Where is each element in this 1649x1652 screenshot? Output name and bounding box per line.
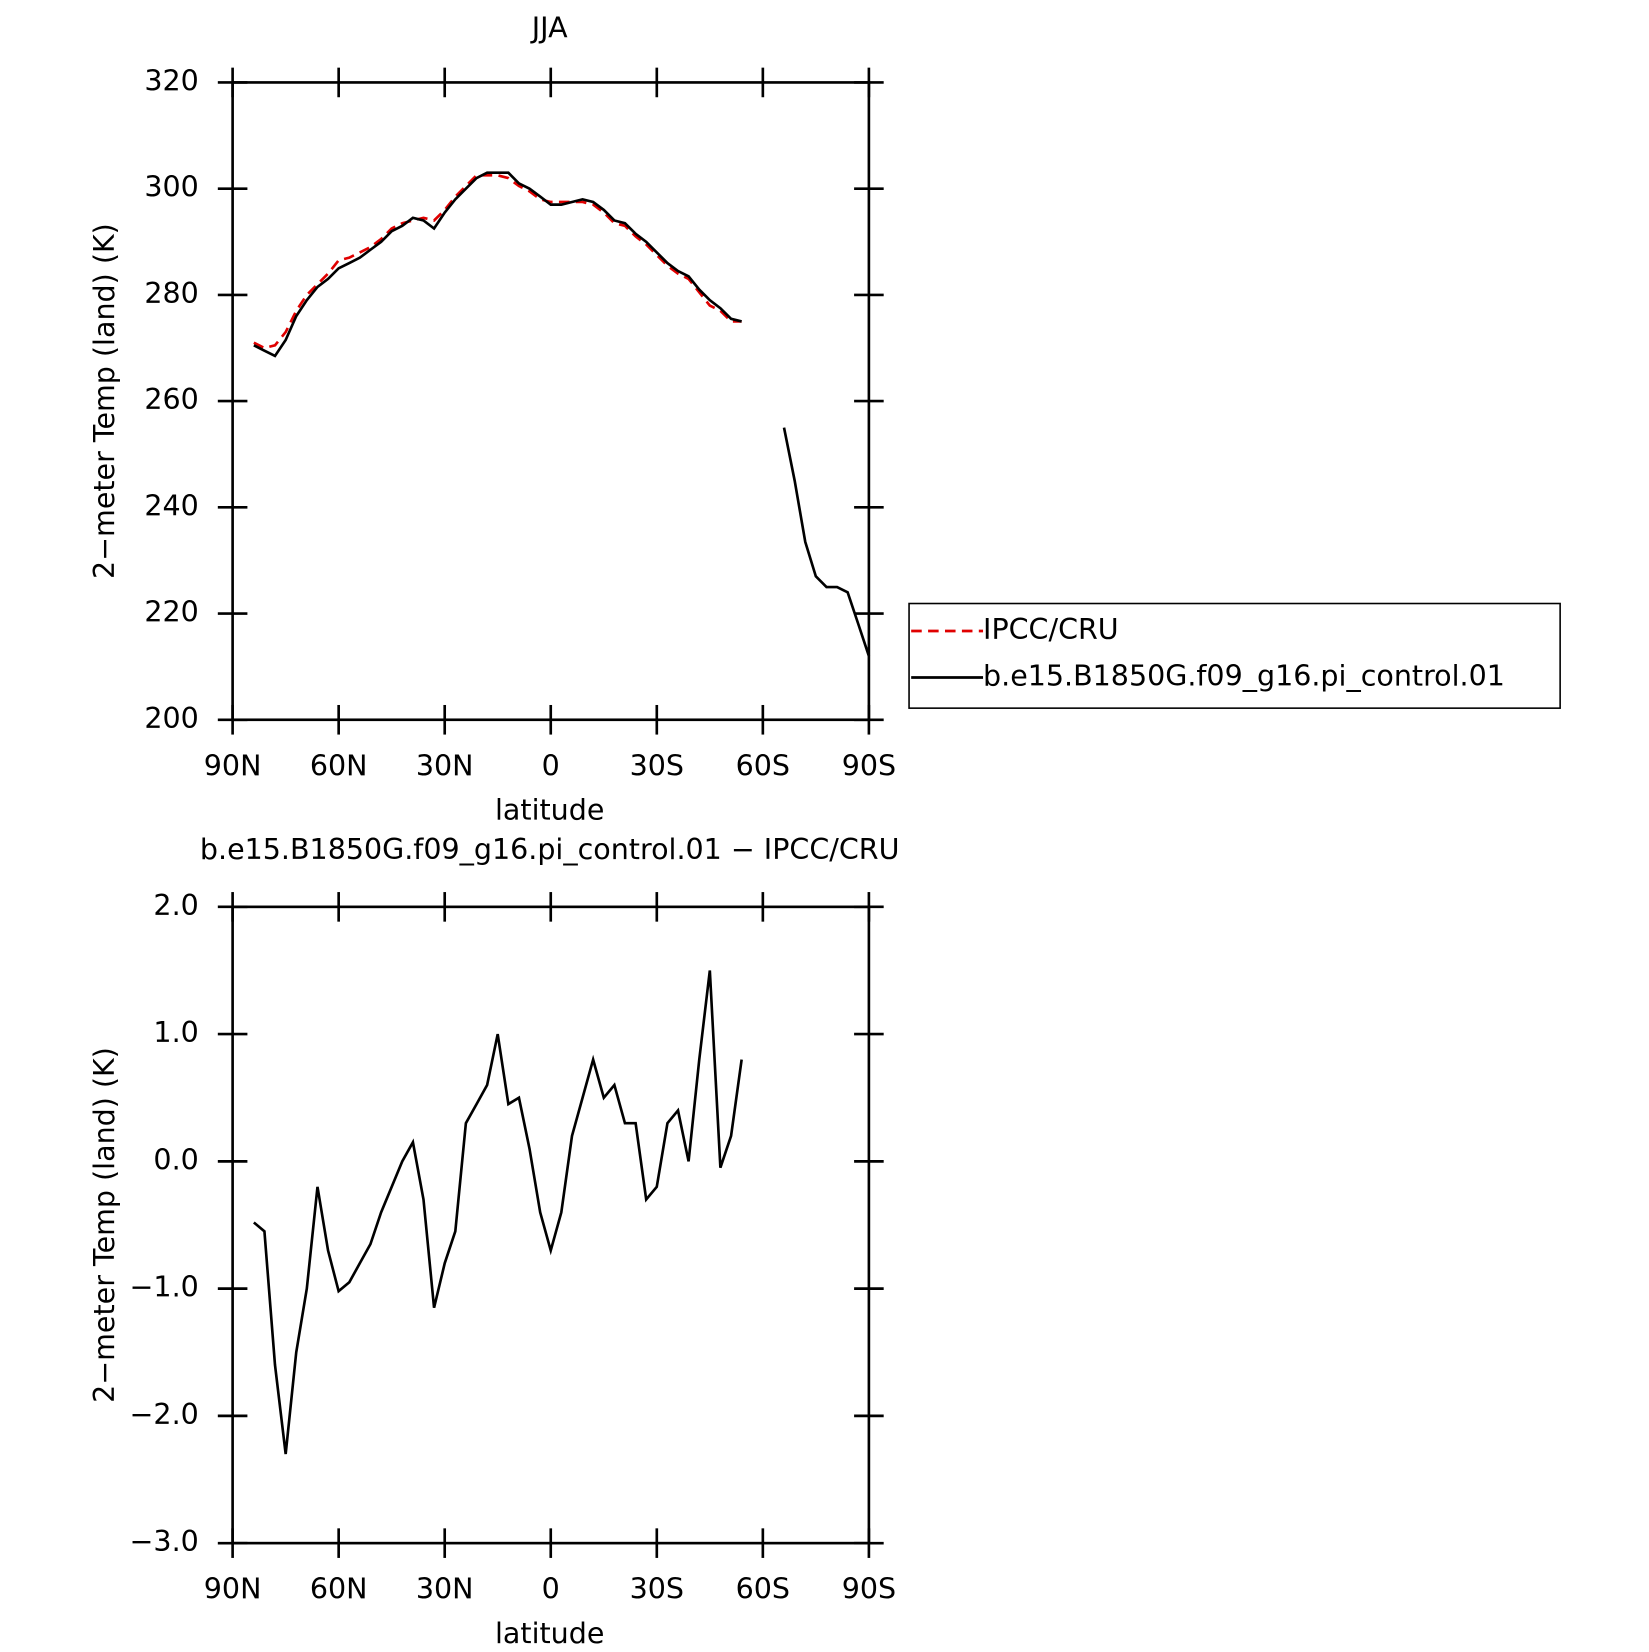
chart-title: JJA <box>530 12 568 45</box>
data-line <box>253 970 743 1455</box>
y-axis-label: 2−meter Temp (land) (K) <box>88 1047 121 1403</box>
x-tick-label: 90N <box>204 1573 262 1606</box>
x-tick-label: 90S <box>842 1573 896 1606</box>
x-tick-label: 60N <box>310 1573 368 1606</box>
y-tick-label: 200 <box>144 702 198 735</box>
x-tick-label: 30S <box>630 749 684 782</box>
x-tick-label: 0 <box>542 749 560 782</box>
x-tick-label: 30S <box>630 1573 684 1606</box>
x-tick-label: 60S <box>736 1573 790 1606</box>
y-tick-label: 320 <box>144 64 198 97</box>
x-axis-label: latitude <box>495 794 604 827</box>
y-tick-label: 300 <box>144 171 198 204</box>
y-tick-label: −2.0 <box>130 1398 199 1431</box>
x-tick-label: 30N <box>416 1573 474 1606</box>
x-tick-label: 90N <box>204 749 262 782</box>
y-tick-label: 0.0 <box>153 1143 198 1176</box>
chart-title: b.e15.B1850G.f09_g16.pi_control.01 − IPC… <box>200 833 900 866</box>
y-tick-label: 1.0 <box>153 1016 198 1049</box>
data-line <box>253 174 742 350</box>
y-tick-label: 2.0 <box>153 889 198 922</box>
data-line <box>253 171 871 657</box>
x-tick-label: 90S <box>842 749 896 782</box>
plot-frame <box>231 905 871 1545</box>
y-tick-label: −3.0 <box>130 1525 199 1558</box>
y-tick-label: −1.0 <box>130 1271 199 1304</box>
y-tick-label: 280 <box>144 277 198 310</box>
plot-frame <box>231 81 871 722</box>
x-tick-label: 30N <box>416 749 474 782</box>
x-axis-label: latitude <box>495 1617 604 1650</box>
x-tick-label: 60S <box>736 749 790 782</box>
x-tick-label: 0 <box>542 1573 560 1606</box>
legend-label: IPCC/CRU <box>983 613 1119 646</box>
y-tick-label: 260 <box>144 383 198 416</box>
y-tick-label: 240 <box>144 489 198 522</box>
y-tick-label: 220 <box>144 596 198 629</box>
x-tick-label: 60N <box>310 749 368 782</box>
legend-box <box>908 602 1561 709</box>
y-axis-label: 2−meter Temp (land) (K) <box>88 223 121 579</box>
legend-label: b.e15.B1850G.f09_g16.pi_control.01 <box>983 659 1505 692</box>
